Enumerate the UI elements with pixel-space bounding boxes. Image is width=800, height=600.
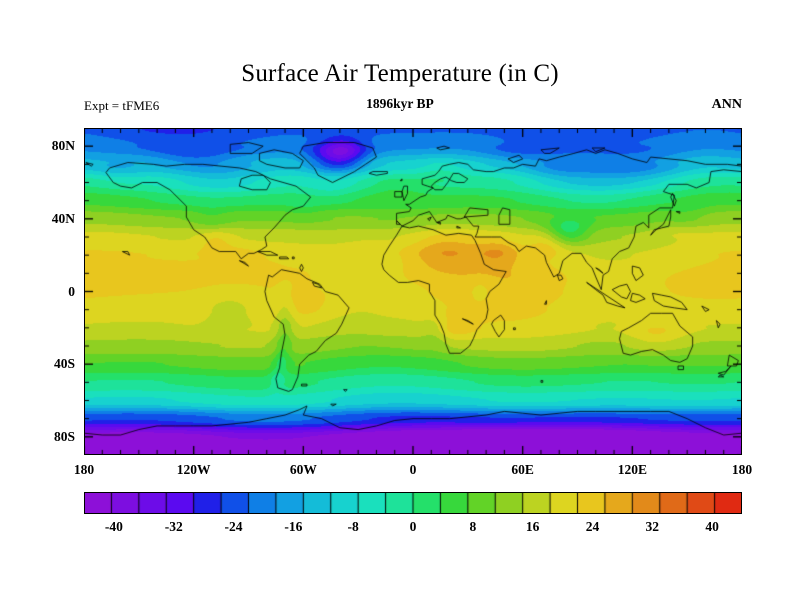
latitude-tick-label: 40S <box>53 356 75 372</box>
latitude-tick-label: 80N <box>51 138 75 154</box>
latitude-tick-label: 0 <box>68 283 75 299</box>
colorbar-tick-label: 8 <box>469 519 477 534</box>
page-title: Surface Air Temperature (in C) <box>241 60 559 87</box>
colorbar-tick-label: -8 <box>347 519 359 534</box>
figure-subtitle: 1896kyr BP <box>366 96 434 111</box>
colorbar-tick-label: 16 <box>525 519 540 534</box>
colorbar-tick-label: -24 <box>224 519 243 534</box>
colorbar-tick-label: 40 <box>705 519 719 534</box>
colorbar-tick-label: -40 <box>104 519 123 534</box>
colorbar <box>84 492 742 514</box>
colorbar-tick-label: 0 <box>409 519 417 534</box>
latitude-tick-label: 80S <box>53 428 75 444</box>
longitude-tick-label: 180 <box>731 462 753 477</box>
longitude-tick-label: 120W <box>176 462 211 477</box>
colorbar-tick-label: -32 <box>164 519 183 534</box>
longitude-tick-label: 0 <box>409 462 417 477</box>
period-label: ANN <box>711 97 742 112</box>
colorbar-tick-label: -16 <box>284 519 303 534</box>
colorbar-swatches <box>84 492 742 514</box>
colorbar-tick-label: 32 <box>645 519 660 534</box>
map-plot-area: 80N 40N 0 40S 80S 180 120W 60W 0 60E 120E 180 <box>52 128 752 477</box>
experiment-label: Expt = tFME6 <box>84 98 160 113</box>
longitude-tick-label: 180 <box>73 462 95 477</box>
longitude-tick-label: 60E <box>511 462 534 477</box>
temperature-field <box>84 128 742 455</box>
longitude-tick-label: 120E <box>617 462 647 477</box>
latitude-tick-label: 40N <box>51 210 75 226</box>
colorbar-tick-label: 24 <box>585 519 600 534</box>
longitude-tick-label: 60W <box>289 462 317 477</box>
